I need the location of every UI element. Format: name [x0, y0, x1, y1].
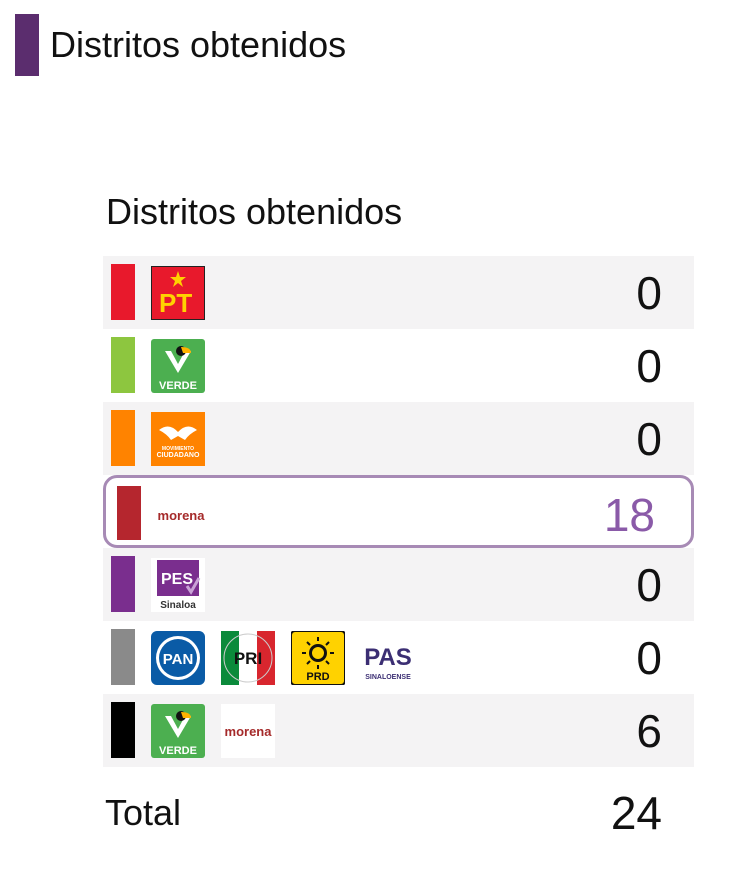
svg-text:MOVIMIENTO: MOVIMIENTO [162, 446, 194, 452]
svg-text:PAS: PAS [364, 644, 412, 671]
svg-text:SINALOENSE: SINALOENSE [365, 674, 411, 681]
pri-logo: PRI [221, 631, 275, 685]
party-value: 0 [636, 558, 662, 611]
header-accent-bar [15, 14, 39, 76]
total-value: 24 [610, 787, 662, 839]
party-row-pes-sinaloa: PES Sinaloa 0 [103, 548, 694, 621]
party-color-bar [111, 337, 135, 393]
pt-logo-text: PT [159, 288, 192, 318]
svg-text:PES: PES [161, 571, 193, 588]
prd-logo: PRD [291, 631, 345, 685]
party-value: 0 [636, 412, 662, 465]
total-row: Total 24 [103, 774, 694, 848]
party-row-movimiento-ciudadano: MOVIMIENTO CIUDADANO 0 [103, 402, 694, 475]
party-row-pt: PT 0 [103, 256, 694, 329]
party-color-bar [111, 702, 135, 758]
verde-logo: VERDE [151, 339, 205, 393]
party-row-morena: morena 18 [103, 475, 694, 548]
pes-sinaloa-logo: PES Sinaloa [151, 558, 205, 612]
party-value: 0 [636, 266, 662, 319]
party-color-bar [111, 629, 135, 685]
morena-logo: morena [221, 704, 275, 758]
page-title: Distritos obtenidos [50, 24, 347, 65]
results-table: PT 0 VERDE 0 [103, 256, 694, 767]
party-row-verde: VERDE 0 [103, 329, 694, 402]
verde-logo: VERDE [151, 704, 205, 758]
verde-logo-text: VERDE [159, 380, 197, 392]
svg-text:PRI: PRI [234, 649, 262, 668]
party-value: 0 [636, 339, 662, 392]
party-row-coalition-verde-morena: VERDE morena 6 [103, 694, 694, 767]
page-header: Distritos obtenidos [15, 14, 346, 76]
svg-text:CIUDADANO: CIUDADANO [157, 452, 200, 459]
party-color-bar [111, 264, 135, 320]
card-title: Distritos obtenidos [106, 191, 403, 232]
total-label: Total [105, 792, 182, 833]
movimiento-ciudadano-logo: MOVIMIENTO CIUDADANO [151, 412, 205, 466]
pan-logo: PAN [151, 631, 205, 685]
svg-text:VERDE: VERDE [159, 745, 197, 757]
party-value: 6 [636, 704, 662, 757]
party-value: 18 [603, 488, 655, 541]
svg-text:Sinaloa: Sinaloa [160, 600, 196, 611]
morena-logo: morena [154, 488, 208, 542]
party-value: 0 [636, 631, 662, 684]
party-row-coalition-pan-pri-prd-pas: PAN PRI [103, 621, 694, 694]
pas-logo: PAS SINALOENSE [361, 631, 415, 685]
svg-text:PRD: PRD [306, 671, 329, 683]
party-color-bar [111, 410, 135, 466]
pt-logo: PT [151, 266, 205, 320]
party-color-bar [117, 486, 141, 540]
party-color-bar [111, 556, 135, 612]
svg-text:PAN: PAN [163, 651, 194, 668]
